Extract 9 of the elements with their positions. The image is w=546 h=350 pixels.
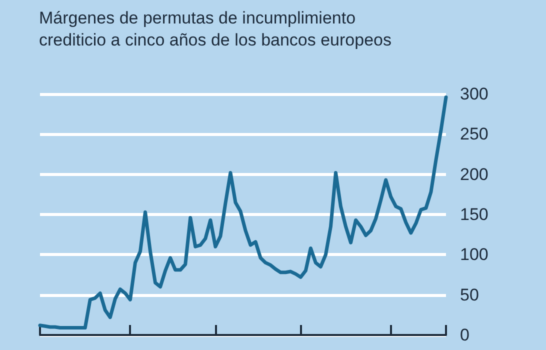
y-tick-label: 0 [460, 326, 470, 344]
chart-title: Márgenes de permutas de incumplimiento crediticio a cinco años de los bancos europeos [39, 8, 392, 50]
y-tick-label: 150 [460, 205, 488, 224]
y-tick-label: 200 [460, 164, 488, 184]
y-tick-label: 250 [460, 124, 488, 144]
line-series [38, 95, 448, 330]
y-tick-label: 100 [460, 245, 488, 264]
y-tick-label: 50 [460, 285, 479, 304]
y-tick-label: 300 [460, 84, 488, 104]
